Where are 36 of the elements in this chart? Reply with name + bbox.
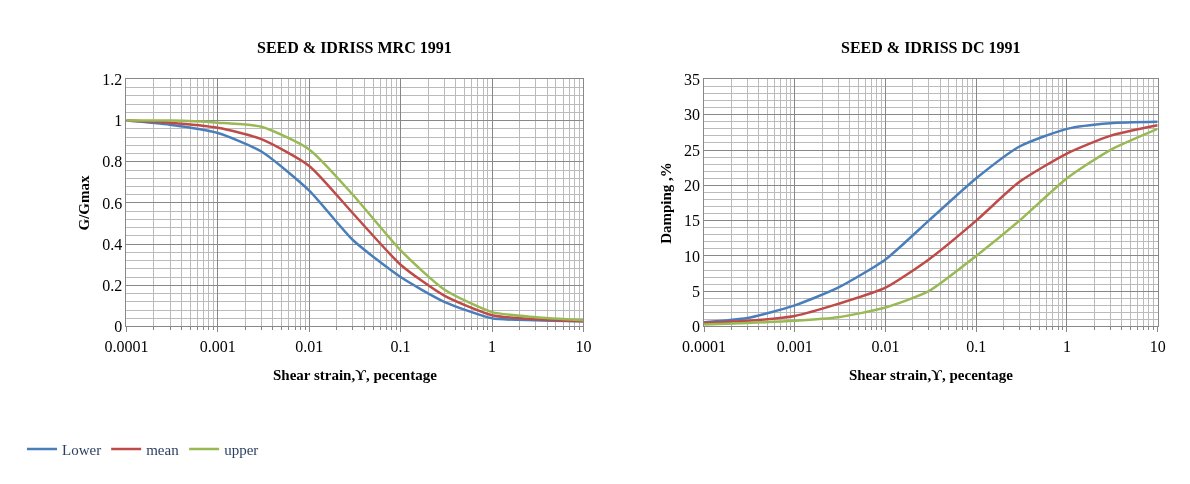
y-tick-label: 5 — [691, 282, 700, 300]
x-axis-title: Shear strain,ϒ, pecentage — [848, 366, 1014, 383]
y-tick-label: 0.6 — [102, 194, 123, 212]
y-axis-title: Damping ,% — [658, 162, 675, 244]
y-tick-label: 0.4 — [102, 235, 123, 253]
y-tick-label: 20 — [683, 176, 700, 194]
legend-label: upper — [224, 441, 259, 458]
x-axis-title: Shear strain,ϒ, pecentage — [272, 366, 438, 383]
chart-title: SEED & IDRISS DC 1991 — [841, 39, 1021, 56]
y-tick-label: 30 — [683, 106, 700, 124]
y-tick-label: 0 — [691, 318, 700, 336]
x-tick-label: 0.0001 — [682, 337, 727, 355]
x-tick-label: 0.0001 — [104, 337, 149, 355]
legend-label: mean — [146, 441, 180, 458]
x-tick-label: 0.001 — [199, 337, 236, 355]
x-tick-label: 0.1 — [966, 337, 987, 355]
y-axis-title: G/Gmax — [76, 174, 93, 231]
x-tick-label: 10 — [1149, 337, 1166, 355]
y-tick-label: 0.8 — [102, 153, 123, 171]
chart-title: SEED & IDRISS MRC 1991 — [257, 39, 452, 56]
y-tick-label: 0 — [114, 318, 123, 336]
x-tick-label: 1 — [488, 337, 497, 355]
x-tick-label: 10 — [575, 337, 592, 355]
y-tick-label: 1.2 — [102, 71, 123, 89]
y-tick-label: 1 — [114, 112, 123, 130]
x-tick-label: 0.001 — [776, 337, 813, 355]
y-tick-label: 10 — [683, 247, 700, 265]
x-tick-label: 0.01 — [871, 337, 900, 355]
x-tick-label: 1 — [1062, 337, 1071, 355]
y-tick-label: 0.2 — [102, 276, 123, 294]
y-tick-label: 25 — [683, 141, 700, 159]
y-tick-label: 35 — [683, 71, 700, 89]
x-tick-label: 0.01 — [295, 337, 324, 355]
x-tick-label: 0.1 — [390, 337, 411, 355]
legend-label: Lower — [62, 441, 102, 458]
y-tick-label: 15 — [683, 212, 700, 230]
